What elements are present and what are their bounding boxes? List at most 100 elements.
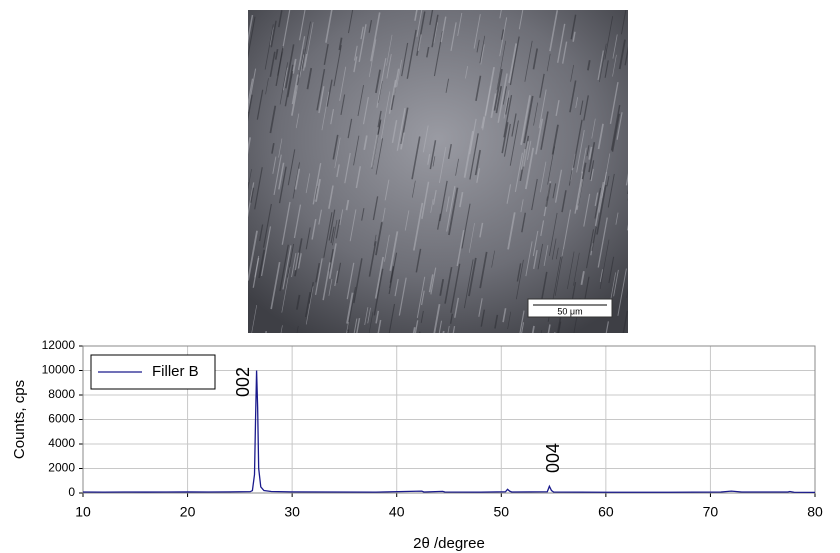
grain-streak xyxy=(575,178,584,210)
grain-streak xyxy=(581,147,587,174)
grain-streak xyxy=(270,261,281,310)
grain-streak xyxy=(583,193,591,227)
grain-streak xyxy=(627,189,628,195)
grain-streak xyxy=(567,251,575,290)
grain-streak xyxy=(570,64,574,82)
grain-streak xyxy=(234,255,243,303)
grain-streak xyxy=(368,311,374,333)
grain-streak xyxy=(561,190,567,213)
grain-streak xyxy=(450,263,461,313)
grain-streak xyxy=(445,78,450,93)
grain-streak xyxy=(612,54,617,77)
grain-streak xyxy=(396,59,402,88)
grain-streak xyxy=(415,248,422,273)
grain-streak xyxy=(503,90,510,119)
grain-streak xyxy=(430,267,437,295)
grain-streak xyxy=(554,332,556,333)
grain-streak xyxy=(328,209,336,241)
grain-streak xyxy=(591,118,596,139)
grain-streak xyxy=(549,212,558,256)
grain-streak xyxy=(422,125,429,153)
grain-streak xyxy=(597,50,604,81)
grain-streak xyxy=(282,245,292,290)
grain-streak xyxy=(503,123,511,157)
grain-streak xyxy=(373,268,384,316)
grain-streak xyxy=(328,185,334,209)
grain-streak xyxy=(521,212,527,233)
grain-streak xyxy=(518,10,524,30)
grain-streak xyxy=(305,173,311,194)
grain-streak xyxy=(299,54,305,78)
grain-streak xyxy=(426,46,430,58)
grain-streak xyxy=(374,256,384,299)
grain-streak xyxy=(430,198,434,213)
grain-streak xyxy=(543,245,549,267)
grain-streak xyxy=(384,179,390,201)
grain-streak xyxy=(540,329,543,333)
grain-streak xyxy=(296,325,299,333)
micrograph-background xyxy=(248,10,628,333)
grain-streak xyxy=(332,219,338,246)
grain-streak xyxy=(281,266,291,313)
grain-streak xyxy=(280,325,283,333)
grain-streak xyxy=(251,304,258,333)
grain-streak xyxy=(389,266,394,288)
grain-streak xyxy=(237,163,241,188)
grain-streak xyxy=(432,156,436,167)
grain-streak xyxy=(377,80,383,103)
grain-streak xyxy=(334,270,339,287)
grain-streak xyxy=(480,309,486,327)
grain-streak xyxy=(346,292,354,324)
grain-streak xyxy=(353,318,358,333)
grain-streak xyxy=(508,43,518,84)
grain-streak xyxy=(333,45,342,87)
grain-streak xyxy=(389,231,399,271)
grain-streak xyxy=(294,168,301,190)
grain-streak xyxy=(353,135,360,166)
grain-streak xyxy=(292,58,297,74)
grain-streak xyxy=(556,315,562,333)
grain-streak xyxy=(611,113,621,152)
grain-streak xyxy=(605,321,609,333)
grain-streak xyxy=(297,36,306,70)
grain-streak xyxy=(613,269,619,297)
grain-streak xyxy=(505,97,510,115)
grain-streak xyxy=(533,250,538,269)
grain-streak xyxy=(583,95,589,121)
grain-streak xyxy=(305,286,314,325)
y-tick-label: 0 xyxy=(68,485,75,499)
grain-streak xyxy=(400,132,405,150)
grain-streak xyxy=(248,168,252,191)
grain-streak xyxy=(279,244,289,292)
grain-streak xyxy=(637,10,639,21)
grain-streak xyxy=(461,203,471,249)
grain-streak xyxy=(330,226,335,244)
y-tick-label: 2000 xyxy=(48,461,75,475)
grain-streak xyxy=(278,162,285,190)
grain-streak xyxy=(500,29,505,40)
y-tick-label: 8000 xyxy=(48,387,75,401)
grain-streak xyxy=(555,100,560,116)
grain-streak xyxy=(599,239,610,290)
grain-streak xyxy=(499,10,502,19)
grain-streak xyxy=(494,314,499,329)
grain-streak xyxy=(626,224,628,231)
grain-streak xyxy=(449,313,454,324)
grain-streak xyxy=(476,168,481,183)
grain-streak xyxy=(248,14,254,45)
grain-streak xyxy=(356,317,361,333)
grain-streak xyxy=(393,68,400,96)
grain-streak xyxy=(304,292,311,318)
grain-streak xyxy=(355,166,361,189)
grain-streak xyxy=(347,10,354,34)
grain-streak xyxy=(527,140,532,160)
grain-streak xyxy=(537,243,544,270)
grain-streak xyxy=(336,164,340,178)
grain-streak xyxy=(479,251,488,289)
grain-streak xyxy=(479,35,486,64)
grain-streak xyxy=(273,154,282,196)
grain-streak xyxy=(260,226,272,277)
grain-streak xyxy=(240,252,245,281)
grain-streak xyxy=(417,34,422,52)
grain-streak xyxy=(594,181,605,226)
